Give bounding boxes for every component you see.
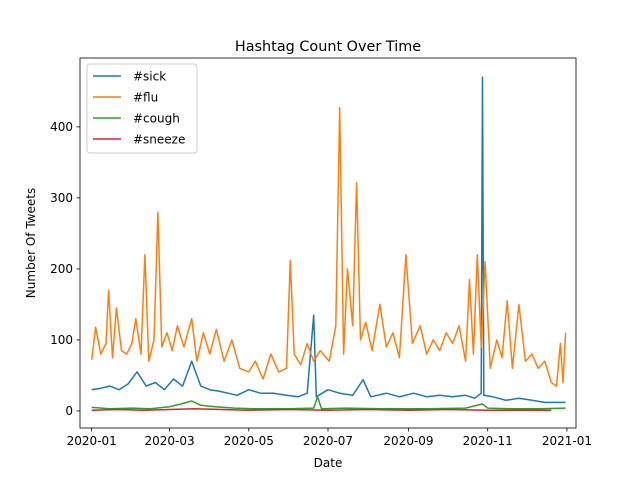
y-tick-label: 300: [50, 191, 73, 205]
series-line-sick: [91, 76, 566, 404]
x-tick-label: 2020-09: [383, 434, 433, 448]
legend-label-sneeze: #sneeze: [133, 133, 185, 147]
y-tick-label: 400: [50, 120, 73, 134]
x-tick-label: 2020-11: [463, 434, 513, 448]
x-axis-label: Date: [314, 456, 343, 470]
series-line-sneeze: [91, 408, 552, 411]
x-tick-label: 2021-01: [542, 434, 592, 448]
plot-area: [79, 57, 577, 429]
y-tick-label: 200: [50, 262, 73, 276]
y-tick-label: 100: [50, 333, 73, 347]
series-layer: [90, 76, 567, 411]
x-tick-label: 2020-05: [224, 434, 274, 448]
legend-label-cough: #cough: [133, 112, 180, 126]
legend-label-flu: #flu: [133, 91, 158, 105]
x-tick-label: 2020-07: [303, 434, 353, 448]
legend: #sick #flu #cough #sneeze: [86, 63, 198, 154]
x-tick-label: 2020-01: [67, 434, 117, 448]
y-axis: 0 100 200 300 400: [50, 120, 80, 418]
legend-frame: [86, 63, 198, 154]
x-axis: 2020-01 2020-03 2020-05 2020-07 2020-09 2020-…: [67, 428, 592, 448]
y-tick-label: 0: [65, 404, 73, 418]
chart-title: Hashtag Count Over Time: [235, 39, 421, 55]
series-line-flu: [90, 106, 567, 387]
x-tick-label: 2020-03: [145, 434, 195, 448]
series-line-cough: [91, 396, 566, 410]
y-axis-label: Number Of Tweets: [24, 188, 38, 298]
legend-label-sick: #sick: [133, 70, 166, 84]
